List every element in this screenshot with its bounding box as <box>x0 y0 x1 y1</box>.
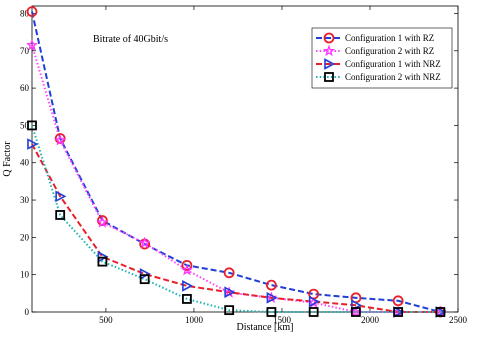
y-tick-label: 50 <box>20 120 30 130</box>
x-tick-label: 2500 <box>449 315 468 325</box>
legend-marker-3 <box>324 58 336 70</box>
series-4-point <box>435 307 446 317</box>
series-4-point <box>139 274 150 285</box>
series-3-point <box>139 268 151 280</box>
x-tick-label: 1000 <box>185 315 204 325</box>
series-line-3 <box>31 143 441 313</box>
series-3-point <box>55 190 67 203</box>
x-tick-label: 500 <box>99 315 113 325</box>
series-1-point <box>223 267 235 279</box>
y-tick-label: 80 <box>20 8 30 18</box>
series-4-point <box>97 256 108 267</box>
series-line-4 <box>31 125 441 313</box>
series-4-point <box>393 307 404 317</box>
legend-marker-2 <box>322 44 336 57</box>
x-axis-title: Distance [km] <box>237 322 294 333</box>
series-1-point <box>392 295 404 307</box>
series-4-point <box>182 294 192 304</box>
series-3-point <box>224 286 236 299</box>
series-4-point <box>55 210 66 220</box>
bitrate-annotation: Bitrate of 40Gbit/s <box>93 34 168 45</box>
series-markers <box>25 6 447 318</box>
series-3-point <box>266 291 278 304</box>
series-2-point <box>25 38 39 51</box>
y-tick-label: 20 <box>20 232 30 242</box>
series-1-point <box>181 259 193 271</box>
series-4-point <box>351 307 361 317</box>
legend-label-2: Configuration 2 with RZ <box>345 46 434 56</box>
series-lines <box>31 11 441 313</box>
y-tick-label: 40 <box>20 158 30 168</box>
series-2-point <box>138 236 151 249</box>
series-4-point <box>308 307 319 317</box>
legend-marker-4 <box>324 72 334 82</box>
series-2-point <box>180 263 193 276</box>
y-tick-label: 0 <box>25 307 30 317</box>
y-tick-label: 10 <box>20 270 30 280</box>
series-3-point <box>27 138 39 150</box>
axis-ticks: 500 1000 1500 2000 2500 0 10 20 30 40 50 60 70 80 <box>20 6 468 325</box>
legend: Configuration 1 with RZ Configuration 2 w… <box>311 27 453 89</box>
series-1-point <box>26 6 38 17</box>
x-tick-label: 1500 <box>273 315 292 325</box>
y-tick-label: 70 <box>20 46 30 56</box>
series-3-point <box>308 295 320 308</box>
series-4-point <box>27 120 37 131</box>
legend-label-4: Configuration 2 with NRZ <box>345 72 441 82</box>
y-axis-title: Q Factor <box>2 141 13 177</box>
series-2-point <box>54 133 67 146</box>
series-4-point <box>224 305 235 316</box>
x-tick-label: 2000 <box>361 315 380 325</box>
series-1-point <box>266 279 277 291</box>
legend-label-1: Configuration 1 with RZ <box>345 33 434 43</box>
y-tick-label: 30 <box>20 195 30 205</box>
legend-marker-1 <box>323 32 335 44</box>
legend-label-3: Configuration 1 with NRZ <box>345 59 441 69</box>
y-tick-label: 60 <box>20 83 30 93</box>
series-4-point <box>266 307 277 317</box>
series-2-point <box>96 216 109 228</box>
series-3-point <box>182 280 194 292</box>
